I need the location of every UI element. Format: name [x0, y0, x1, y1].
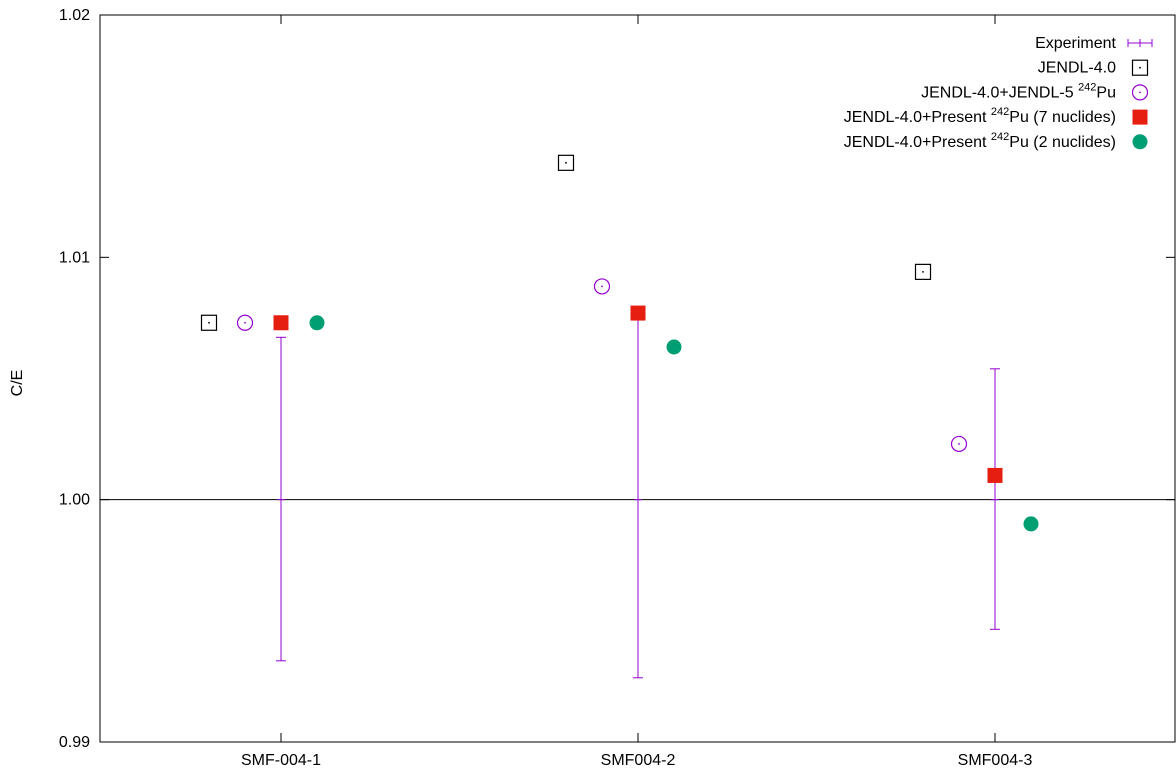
marker-shape	[200, 314, 218, 331]
marker-shape	[1132, 134, 1148, 150]
y-tick-label: 0.99	[59, 734, 90, 751]
legend-label-suffix: Pu (2 nuclides)	[1009, 134, 1116, 151]
legend-label: JENDL-4.0	[1038, 60, 1116, 77]
data-point	[273, 315, 289, 331]
marker-shape	[593, 278, 611, 295]
legend-label-suffix: Pu (7 nuclides)	[1009, 109, 1116, 126]
marker-shape	[666, 339, 682, 355]
marker-shape	[950, 435, 968, 453]
marker-shape	[987, 467, 1003, 483]
data-point	[630, 305, 646, 321]
legend-label-superscript: 242	[991, 131, 1009, 143]
marker-shape	[1131, 84, 1149, 101]
marker-shape	[273, 315, 289, 331]
legend-symbol	[1132, 109, 1148, 125]
legend-label-superscript: 242	[991, 106, 1009, 118]
marker-dot	[922, 270, 924, 273]
legend-label-text: JENDL-4.0+JENDL-5	[921, 84, 1078, 101]
data-point	[914, 263, 932, 280]
x-tick-label: SMF004-3	[958, 752, 1033, 769]
legend-symbol	[1132, 134, 1148, 150]
data-point	[593, 278, 611, 295]
chart-marks	[200, 154, 1039, 679]
marker-shape	[1131, 59, 1149, 76]
legend-label: JENDL-4.0+Present 242Pu (7 nuclides)	[844, 106, 1116, 126]
legend-label-text: JENDL-4.0+Present	[844, 134, 991, 151]
y-axis-label: C/E	[9, 370, 26, 397]
legend-label: JENDL-4.0+Present 242Pu (2 nuclides)	[844, 131, 1116, 151]
legend-symbol	[1131, 59, 1149, 76]
marker-shape	[557, 154, 575, 171]
y-tick-label: 1.00	[59, 492, 90, 509]
data-point	[666, 339, 682, 355]
marker-shape	[309, 315, 325, 331]
data-point	[200, 314, 218, 331]
marker-dot	[958, 443, 960, 445]
data-point	[309, 315, 325, 331]
legend-symbol-experiment	[1127, 39, 1153, 47]
legend-label-experiment: Experiment	[1035, 35, 1116, 52]
x-tick-label: SMF-004-1	[241, 752, 321, 769]
experiment-errorbar	[990, 368, 1000, 630]
legend-label-text: JENDL-4.0+Present	[844, 109, 991, 126]
legend-label: JENDL-4.0+JENDL-5 242Pu	[921, 81, 1116, 101]
x-tick-label: SMF004-2	[601, 752, 676, 769]
marker-dot	[244, 321, 246, 324]
data-point	[557, 154, 575, 171]
experiment-errorbar	[276, 336, 286, 662]
data-point	[950, 435, 968, 453]
y-tick-label: 1.02	[59, 7, 90, 24]
data-point	[987, 467, 1003, 483]
y-axis: 0.99 1.00 1.01 1.02	[59, 7, 1175, 751]
experiment-errorbar	[633, 317, 643, 679]
data-point	[236, 314, 254, 331]
data-point	[1023, 516, 1039, 532]
legend-label-superscript: 242	[1078, 81, 1096, 93]
marker-dot	[1139, 91, 1141, 94]
legend: Experiment JENDL-4.0 JENDL-4.0+JENDL-5 242…	[844, 35, 1153, 151]
y-tick-label: 1.01	[59, 249, 90, 266]
marker-dot	[565, 161, 567, 164]
marker-dot	[208, 321, 210, 324]
x-axis: SMF-004-1 SMF004-2 SMF004-3	[241, 15, 1032, 769]
marker-shape	[914, 263, 932, 280]
legend-label-suffix: Pu	[1096, 84, 1116, 101]
marker-shape	[1023, 516, 1039, 532]
marker-dot	[1139, 66, 1141, 69]
marker-shape	[236, 314, 254, 331]
marker-shape	[630, 305, 646, 321]
legend-symbol	[1131, 84, 1149, 101]
legend-label-text: JENDL-4.0	[1038, 60, 1116, 77]
marker-dot	[601, 285, 603, 288]
marker-shape	[1132, 109, 1148, 125]
